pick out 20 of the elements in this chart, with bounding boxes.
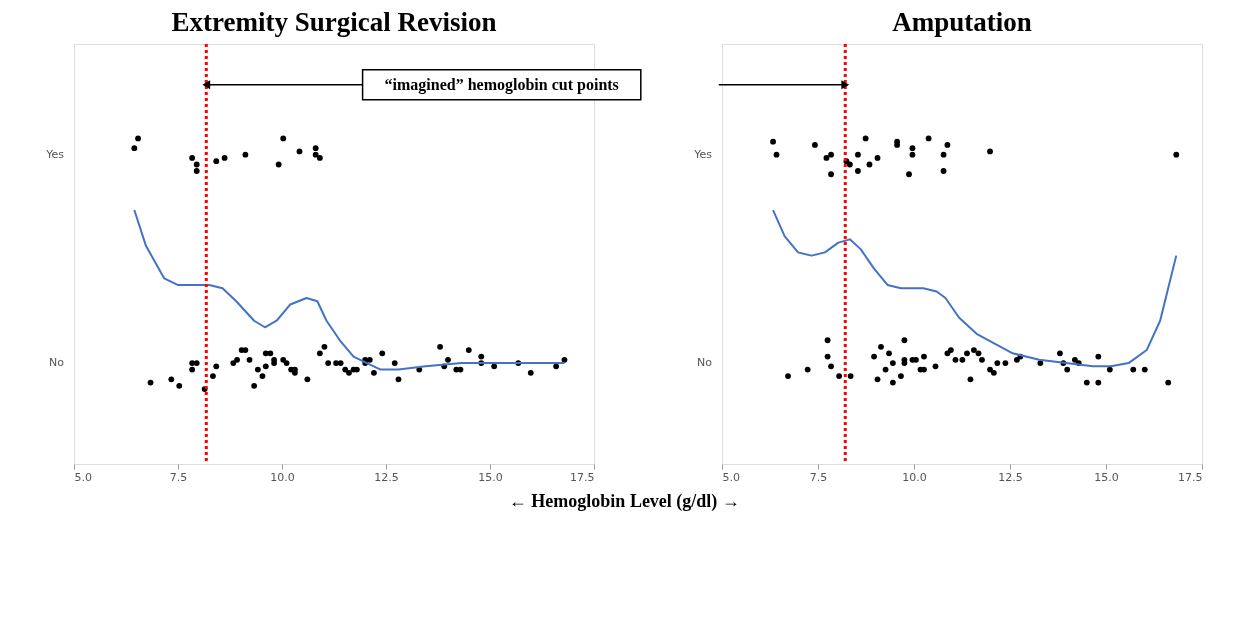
chart-title: Extremity Surgical Revision <box>171 6 497 37</box>
x-tick-label: 5.0 <box>722 470 740 484</box>
x-tick-label: 10.0 <box>902 470 927 484</box>
x-tick-label: 17.5 <box>1178 470 1203 484</box>
text: No <box>49 356 65 370</box>
text: Yes <box>45 147 65 161</box>
x-tick-label: 17.5 <box>570 470 595 484</box>
text: No <box>697 356 713 370</box>
x-tick-label: 5.0 <box>74 470 92 484</box>
x-tick-label: 7.5 <box>169 470 188 484</box>
x-tick-label: 15.0 <box>1094 470 1119 484</box>
x-axis-title: ← Hemoglobin Level (g/dl) → <box>508 490 740 512</box>
x-tick-label: 15.0 <box>478 470 503 484</box>
text: “imagined” hemoglobin cut points <box>384 75 619 94</box>
text: Yes <box>693 147 713 161</box>
x-tick-label: 10.0 <box>270 470 295 484</box>
x-tick-label: 7.5 <box>809 470 828 484</box>
chart-title: Amputation <box>892 6 1032 37</box>
x-tick-label: 12.5 <box>374 470 399 484</box>
x-tick-label: 12.5 <box>998 470 1023 484</box>
